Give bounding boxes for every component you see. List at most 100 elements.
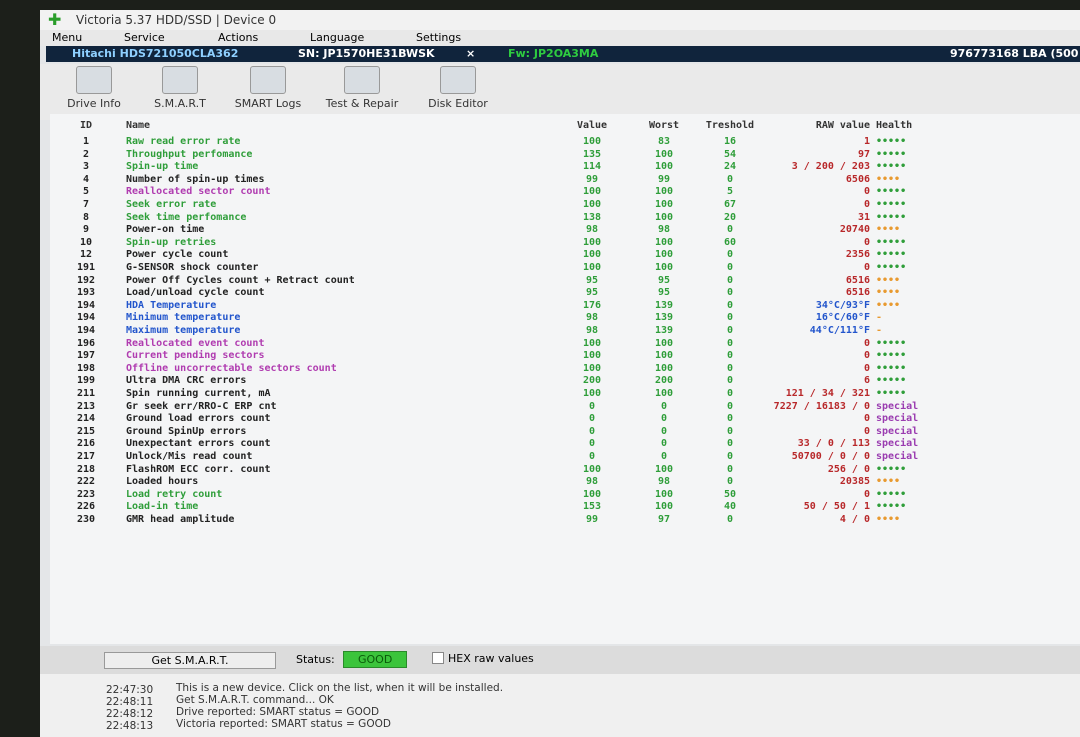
cell-value: 98 xyxy=(585,224,599,236)
cell-id: 226 xyxy=(76,501,96,513)
cell-name: Load/unload cycle count xyxy=(126,287,265,299)
cell-id: 198 xyxy=(76,362,96,374)
cell-worst: 100 xyxy=(654,501,674,513)
cell-threshold: 0 xyxy=(726,451,734,462)
cell-id: 223 xyxy=(76,488,96,500)
cell-worst: 100 xyxy=(654,148,674,160)
cell-threshold: 0 xyxy=(726,400,734,412)
cell-worst: 0 xyxy=(660,425,668,437)
column-header[interactable]: Treshold xyxy=(705,120,755,131)
cell-raw: 0 xyxy=(863,199,870,210)
cell-name: Offline uncorrectable sectors count xyxy=(126,362,337,374)
hex-checkbox[interactable] xyxy=(432,652,444,664)
toolbar-button[interactable]: Test & Repair xyxy=(322,66,402,110)
cell-health: ••••• xyxy=(876,161,907,173)
column-header[interactable]: ID xyxy=(79,120,93,131)
cell-health: special xyxy=(876,451,919,462)
title-bar: Victoria 5.37 HDD/SSD | Device 0 xyxy=(40,10,1080,30)
cell-value: 100 xyxy=(582,236,602,248)
menu-item[interactable]: Service xyxy=(124,31,165,44)
cell-id: 197 xyxy=(76,350,96,362)
cell-raw: 20740 xyxy=(839,224,870,236)
log-message: Get S.M.A.R.T. command... OK xyxy=(176,694,334,706)
cell-raw: 2356 xyxy=(845,249,870,261)
cell-id: 4 xyxy=(82,173,90,185)
cell-name: Maximum temperature xyxy=(126,325,241,336)
cell-name: GMR head amplitude xyxy=(126,514,235,525)
cell-health: special xyxy=(876,425,919,437)
cell-worst: 0 xyxy=(660,400,668,412)
toolbar-button[interactable]: S.M.A.R.T xyxy=(140,66,220,110)
cell-raw: 16°C/60°F xyxy=(815,312,870,324)
column-header[interactable]: Health xyxy=(876,120,913,131)
cell-raw: 0 xyxy=(863,362,870,374)
menu-item[interactable]: Settings xyxy=(416,31,462,44)
cell-value: 114 xyxy=(582,161,602,173)
cell-worst: 200 xyxy=(654,375,674,387)
log-message: This is a new device. Click on the list,… xyxy=(176,682,504,694)
toolbar-button[interactable]: Disk Editor xyxy=(418,66,498,110)
cell-raw: 6516 xyxy=(845,287,870,299)
cell-health: •••• xyxy=(876,514,901,525)
cell-id: 3 xyxy=(82,161,90,173)
cell-id: 1 xyxy=(82,136,90,147)
cell-id: 194 xyxy=(76,299,96,311)
cell-worst: 99 xyxy=(657,173,671,185)
close-drive[interactable]: × xyxy=(466,47,476,60)
cell-worst: 139 xyxy=(654,325,674,336)
cell-health: •••• xyxy=(876,274,901,286)
cell-worst: 98 xyxy=(657,224,671,236)
cell-worst: 98 xyxy=(657,476,671,488)
column-header[interactable]: Worst xyxy=(648,120,680,131)
cell-threshold: 0 xyxy=(726,287,734,299)
cell-name: Reallocated event count xyxy=(126,337,265,349)
menu-item[interactable]: Language xyxy=(310,31,365,44)
menu-item[interactable]: Menu xyxy=(52,31,83,44)
cell-id: 194 xyxy=(76,312,96,324)
get-smart-button[interactable]: Get S.M.A.R.T. xyxy=(104,652,276,669)
cell-name: Throughput perfomance xyxy=(126,148,253,160)
toolbar-label: Test & Repair xyxy=(325,97,399,110)
toolbar-button[interactable]: Drive Info xyxy=(54,66,134,110)
cell-id: 211 xyxy=(76,388,96,399)
cell-health: ••••• xyxy=(876,337,907,349)
cell-name: Spin running current, mA xyxy=(126,388,271,399)
footer: Get S.M.A.R.T. Status: GOOD HEX raw valu… xyxy=(40,646,1080,674)
cell-raw: 121 / 34 / 321 xyxy=(785,388,870,399)
cell-name: Loaded hours xyxy=(126,476,199,488)
cell-threshold: 67 xyxy=(723,199,737,210)
cell-value: 100 xyxy=(582,262,602,273)
cell-name: FlashROM ECC corr. count xyxy=(126,463,271,475)
cell-health: ••••• xyxy=(876,148,907,160)
log-time: 22:48:13 xyxy=(106,720,154,732)
cell-health: •••• xyxy=(876,299,901,311)
cell-raw: 0 xyxy=(863,186,870,198)
cell-name: Current pending sectors xyxy=(126,350,265,362)
app-icon: ✚ xyxy=(48,10,62,29)
cell-raw: 0 xyxy=(863,262,870,273)
cell-threshold: 0 xyxy=(726,173,734,185)
menu-item[interactable]: Actions xyxy=(218,31,259,44)
cell-worst: 100 xyxy=(654,350,674,362)
cell-value: 99 xyxy=(585,173,599,185)
column-header[interactable]: RAW value xyxy=(815,120,870,131)
cell-threshold: 0 xyxy=(726,325,734,336)
app-title: Victoria 5.37 HDD/SSD | Device 0 xyxy=(76,13,277,27)
toolbar-button[interactable]: SMART Logs xyxy=(228,66,308,110)
column-header[interactable]: Value xyxy=(576,120,608,131)
column-header[interactable]: Name xyxy=(126,120,151,131)
cell-name: HDA Temperature xyxy=(126,299,217,311)
cell-threshold: 5 xyxy=(726,186,734,198)
cell-value: 200 xyxy=(582,375,602,387)
cell-threshold: 0 xyxy=(726,388,734,399)
cell-health: •••• xyxy=(876,476,901,488)
cell-raw: 6516 xyxy=(845,274,870,286)
cell-value: 100 xyxy=(582,337,602,349)
cell-id: 199 xyxy=(76,375,96,387)
cell-health: •••• xyxy=(876,173,901,185)
log-message: Victoria reported: SMART status = GOOD xyxy=(176,718,391,730)
toolbar-label: S.M.A.R.T xyxy=(154,97,206,110)
cell-health: ••••• xyxy=(876,249,907,261)
cell-raw: 6 xyxy=(863,375,870,387)
